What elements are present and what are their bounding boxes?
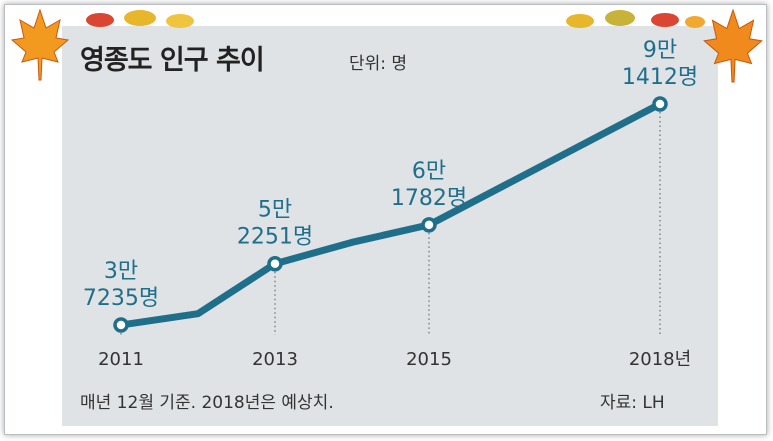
x-tick-label-2: 2015 (406, 349, 452, 370)
footnote: 매년 12월 기준. 2018년은 예상치. (80, 393, 334, 413)
data-label-1-1: 2251명 (237, 225, 313, 250)
source-label: 자료: LH (600, 393, 665, 413)
data-label-3-1: 1412명 (622, 65, 698, 90)
data-point-2 (421, 217, 437, 233)
autumn-leaves-icon (566, 10, 705, 28)
data-label-2-0: 6만 (412, 159, 446, 184)
data-label-0-0: 3만 (104, 259, 138, 284)
series-line (117, 100, 664, 329)
data-label-3-0: 9만 (643, 38, 677, 63)
data-label-2-1: 1782명 (391, 186, 467, 211)
x-tick-label-0: 2011 (98, 349, 144, 370)
chart-title: 영종도 인구 추이 (80, 45, 265, 76)
autumn-leaves-icon (86, 10, 194, 28)
data-point-3 (652, 96, 668, 112)
data-label-0-1: 7235명 (83, 286, 159, 311)
data-point-1 (267, 255, 283, 272)
maple-leaf-icon (10, 8, 70, 81)
chart-panel (62, 26, 718, 426)
x-tick-label-1: 2013 (252, 349, 298, 370)
maple-leaf-icon (703, 8, 763, 83)
data-label-1-0: 5만 (258, 198, 292, 223)
data-point-0 (113, 317, 129, 333)
x-tick-label-3: 2018년 (629, 349, 691, 370)
unit-label: 단위: 명 (349, 54, 408, 74)
